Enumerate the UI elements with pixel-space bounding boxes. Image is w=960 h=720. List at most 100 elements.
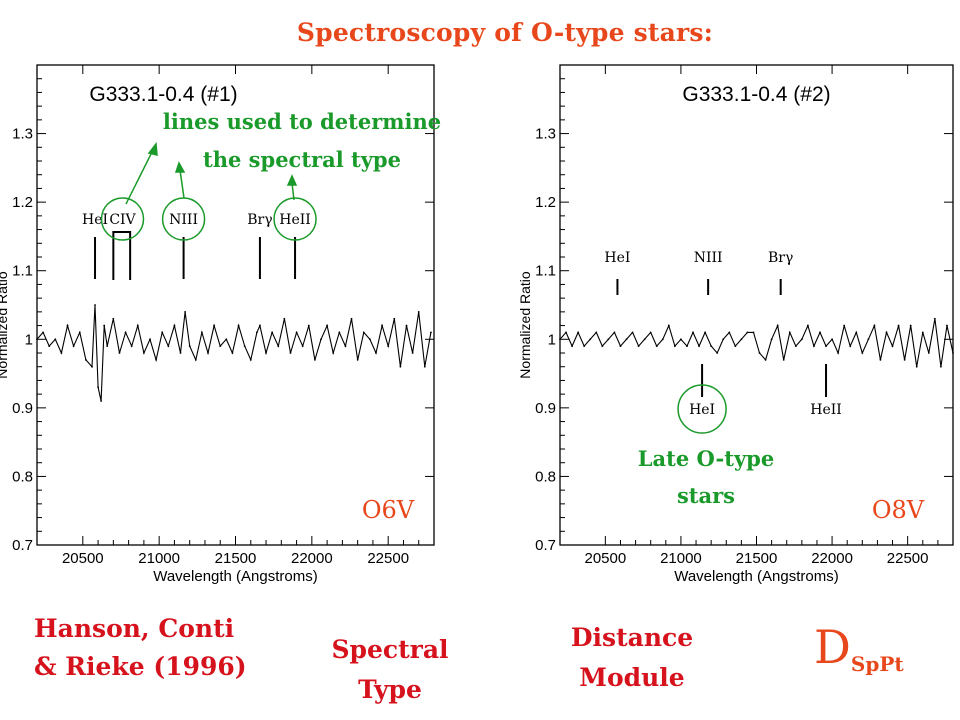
distance-symbol-subscript: SpPt <box>850 652 904 676</box>
chart-1-spectrum-point <box>271 331 274 334</box>
chart-1-y-tick-label: 1.1 <box>12 263 33 280</box>
chart-2-spectrum-point <box>619 345 622 348</box>
chart-1-spectrum-point <box>295 331 298 334</box>
citation-caption: Hanson, Conti & Rieke (1996) <box>34 610 247 686</box>
chart-1-spectrum-point <box>387 345 390 348</box>
chart-2-spectrum-point <box>589 338 592 341</box>
chart-1-spectrum-point <box>417 310 420 313</box>
chart-2-y-tick-label: 0.8 <box>535 468 556 485</box>
chart-1-spectrum-point <box>405 324 408 327</box>
chart-2-spectrum-point <box>885 331 888 334</box>
chart-2-spectrum-point <box>837 352 840 354</box>
chart-2-spectrum-point <box>595 331 598 334</box>
chart-1-x-tick-label: 21500 <box>215 550 257 567</box>
chart-1-spectrum-point <box>54 338 57 341</box>
chart-1-spectrum-point <box>368 338 371 341</box>
chart-1-spectrum-point <box>112 317 115 320</box>
chart-1-spectrum-point <box>106 345 109 348</box>
chart-2-spectrum-point <box>728 331 731 334</box>
chart-2-marker-label: HeII <box>810 402 842 418</box>
chart-2-y-axis-label: Normalized Ratio <box>517 271 533 379</box>
chart-2-spectrum-point <box>879 358 882 361</box>
chart-1-spectrum-point <box>72 345 75 348</box>
chart-1-spectrum-point <box>188 345 191 348</box>
chart-1-spectrum-line <box>36 304 432 402</box>
chart-1-spectrum-point <box>375 352 377 354</box>
chart-1-spectrum-point <box>265 352 267 354</box>
chart-1-spectrum-point <box>362 331 365 334</box>
chart-2-spectrum-point <box>897 324 900 327</box>
chart-2-spectrum-point <box>667 324 670 327</box>
chart-2-spectrum-point <box>843 324 846 327</box>
chart-1-x-tick-label: 22000 <box>291 550 333 567</box>
chart-2-spectrum-point <box>565 331 567 334</box>
chart-2-spectrum-point <box>940 365 942 368</box>
chart-1-y-tick-label: 0.9 <box>12 400 33 417</box>
chart-2-x-tick-label: 21500 <box>736 550 778 567</box>
spectrum-chart-1: 20500 21000 21500 22000 22500 0.7 0.8 0.9 1 1.1 1.… <box>0 64 435 585</box>
annotation-arrows <box>125 142 298 205</box>
chart-2-spectrum-point <box>613 331 616 334</box>
chart-1-marker-label: CIV <box>109 212 136 228</box>
arrowhead-civ <box>147 142 158 156</box>
chart-2-spectrum-point <box>946 324 948 327</box>
chart-1-spectrum-point <box>399 365 402 368</box>
chart-1-spectrum-point <box>155 358 158 361</box>
annotation-late-line2: stars <box>677 483 735 508</box>
chart-2-x-tick-label: 20500 <box>584 550 626 567</box>
chart-2-spectrum-point <box>680 338 682 341</box>
chart-1-spectrum-point <box>167 345 170 348</box>
chart-1-spectrum-point <box>207 352 209 354</box>
chart-1-plot-frame <box>36 64 435 546</box>
chart-1-spectrum-point <box>91 365 93 368</box>
chart-2-spectrum-point <box>607 338 610 341</box>
chart-1-spectrum-point <box>213 324 216 327</box>
slide-title: Spectroscopy of O-type stars: <box>296 18 714 47</box>
chart-2-spectrum-point <box>794 345 797 348</box>
chart-1-spectrum-point <box>350 317 353 320</box>
annotation-late-line1: Late O-type <box>638 446 774 471</box>
chart-1-spectrum-point <box>237 324 240 327</box>
chart-1-marker-circle <box>100 197 145 241</box>
chart-1-spectrum-point <box>130 345 133 348</box>
chart-1-spectrum-point <box>42 331 45 334</box>
chart-1-marker-label: HeI <box>82 212 108 228</box>
chart-2-spectrum-point <box>849 345 852 348</box>
chart-1-marker-label: NIII <box>169 212 198 228</box>
chart-2-spectrum-point <box>686 345 688 348</box>
chart-2-spectrum-point <box>909 324 912 327</box>
chart-2-spectrum-point <box>631 331 634 334</box>
chart-1-spectrum-point <box>249 358 252 361</box>
chart-1-spectrum-point <box>243 345 246 348</box>
chart-1-spectrum-point <box>100 400 103 402</box>
spectral-type-label-2: O8V <box>872 496 925 524</box>
chart-2-spectrum-point <box>782 358 785 361</box>
chart-1-spectrum-point <box>161 331 164 334</box>
chart-1-x-tick-label: 20500 <box>62 550 104 567</box>
arrow-line-niii <box>179 169 185 199</box>
chart-1-spectrum-point <box>301 345 304 348</box>
chart-2-spectrum-line <box>559 318 954 367</box>
chart-2-spectrum-point <box>806 324 809 327</box>
chart-1-x-tick-label: 22500 <box>367 550 409 567</box>
chart-1-spectrum-point <box>307 324 310 327</box>
chart-1-spectrum-point <box>277 345 280 348</box>
chart-1-spectrum-point <box>136 324 139 327</box>
chart-2-spectrum-point <box>698 345 700 348</box>
chart-2-spectrum-point <box>601 345 604 348</box>
chart-1-spectrum-point <box>78 331 81 334</box>
chart-2-plot-frame <box>559 64 954 546</box>
chart-2-spectrum-point <box>746 331 749 334</box>
chart-1-spectrum-point <box>184 310 187 313</box>
chart-2-spectrum-point <box>813 345 815 348</box>
chart-2-spectrum-point <box>800 338 803 341</box>
chart-2-spectrum-point <box>559 338 561 341</box>
chart-1-spectrum-point <box>48 345 51 348</box>
chart-2-spectrum-point <box>873 324 876 327</box>
chart-1-spectrum-point <box>149 338 151 341</box>
chart-1-y-axis-label: Normalized Ratio <box>0 271 10 379</box>
chart-1-spectrum-point <box>179 352 182 354</box>
chart-2-spectrum-point <box>927 352 930 354</box>
chart-2-y-tick-label: 1.2 <box>535 194 556 211</box>
